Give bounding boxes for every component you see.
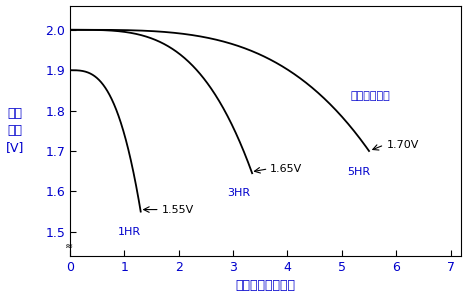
Text: 1.70V: 1.70V: [386, 140, 419, 150]
Y-axis label: 端子
電圧
[V]: 端子 電圧 [V]: [6, 107, 24, 154]
Text: ≈: ≈: [65, 241, 73, 251]
Text: 3HR: 3HR: [227, 188, 250, 198]
Text: 1.55V: 1.55V: [162, 204, 194, 215]
Text: 5HR: 5HR: [347, 167, 371, 177]
X-axis label: 放電時間［時間］: 放電時間［時間］: [236, 280, 296, 292]
Text: 1.65V: 1.65V: [270, 164, 302, 174]
Text: 1HR: 1HR: [118, 226, 142, 237]
Text: 放電終止電圧: 放電終止電圧: [350, 91, 390, 101]
